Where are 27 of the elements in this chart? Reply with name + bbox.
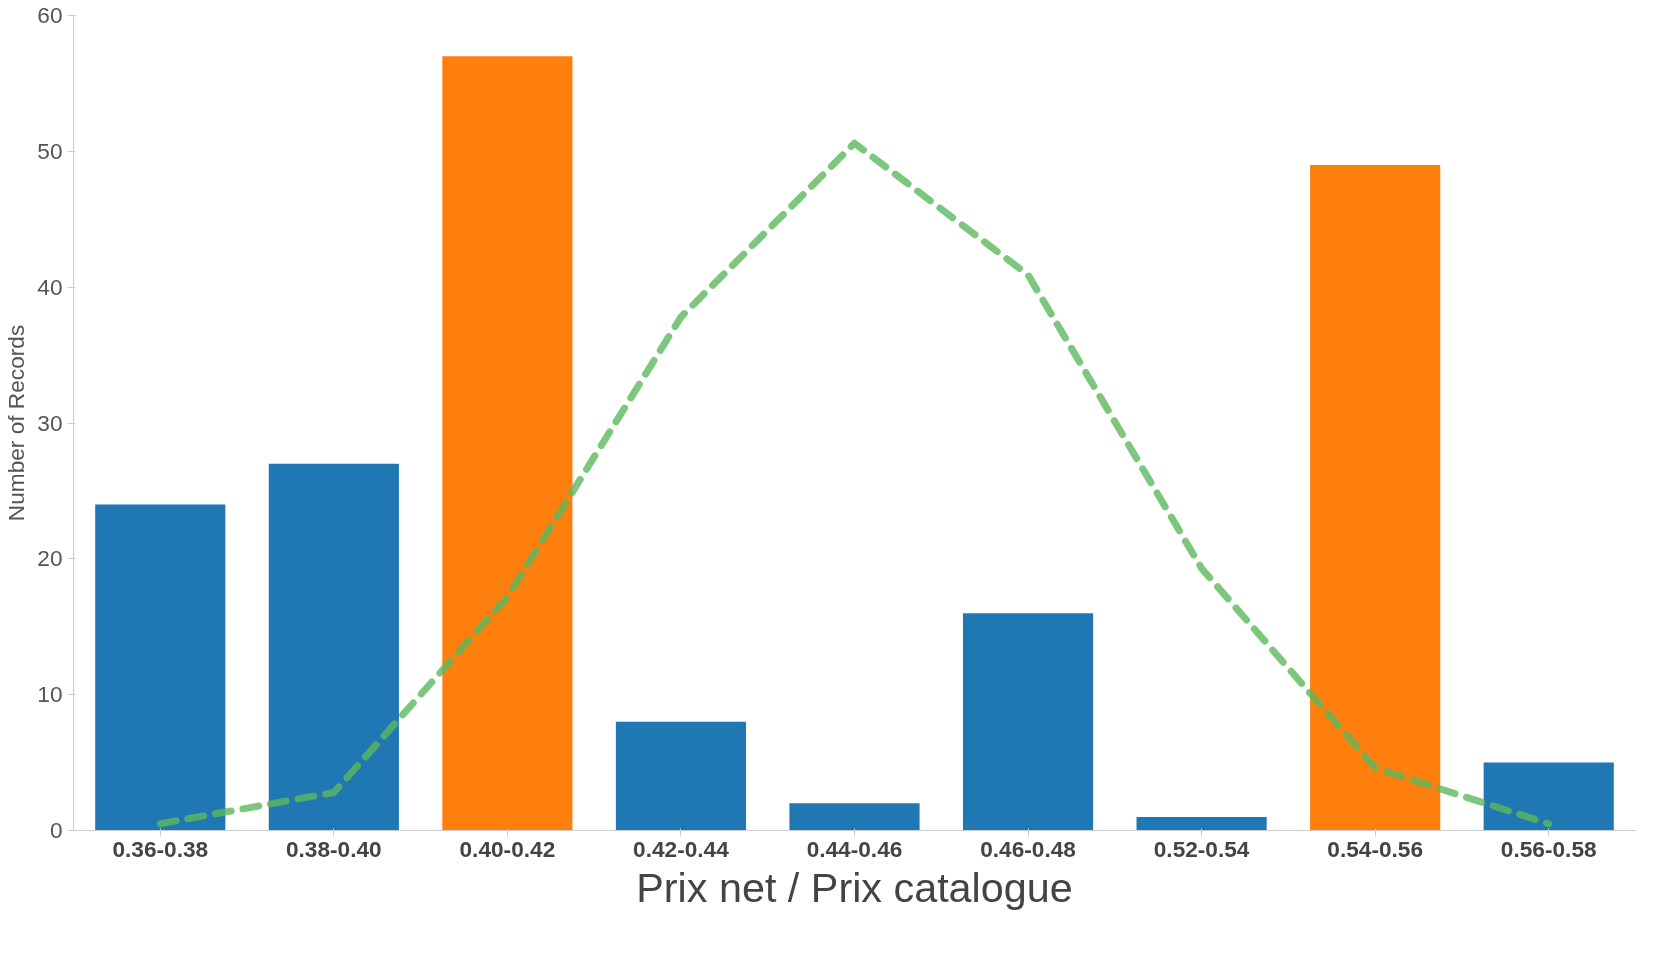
bar xyxy=(95,504,226,831)
bar xyxy=(1483,762,1614,831)
bar xyxy=(1136,816,1267,831)
x-tick-label: 0.42-0.44 xyxy=(633,835,730,862)
bar xyxy=(615,721,747,831)
y-tick-label: 20 xyxy=(37,545,63,572)
y-axis-title: Number of Records xyxy=(3,324,30,522)
y-tick-label: 0 xyxy=(49,817,63,843)
y-tick-label: 40 xyxy=(37,273,63,300)
bar xyxy=(789,803,920,831)
x-tick-label: 0.44-0.46 xyxy=(806,835,903,862)
x-tick-label: 0.46-0.48 xyxy=(980,835,1076,862)
x-axis-title: Prix net / Prix catalogue xyxy=(636,864,1073,911)
y-tick-label: 60 xyxy=(37,2,63,28)
y-tick-label: 30 xyxy=(37,409,63,436)
bar xyxy=(1310,164,1441,831)
x-tick-label: 0.38-0.40 xyxy=(285,835,382,862)
x-tick-label: 0.52-0.54 xyxy=(1153,835,1250,862)
bar xyxy=(268,463,399,831)
bar xyxy=(962,613,1094,831)
x-tick-label: 0.40-0.42 xyxy=(459,835,556,862)
x-tick-label: 0.56-0.58 xyxy=(1500,835,1597,862)
y-tick-label: 10 xyxy=(37,681,63,708)
x-tick-label: 0.54-0.56 xyxy=(1327,835,1424,862)
y-tick-label: 50 xyxy=(37,137,63,164)
x-tick-label: 0.36-0.38 xyxy=(112,835,209,862)
bar xyxy=(442,56,573,831)
